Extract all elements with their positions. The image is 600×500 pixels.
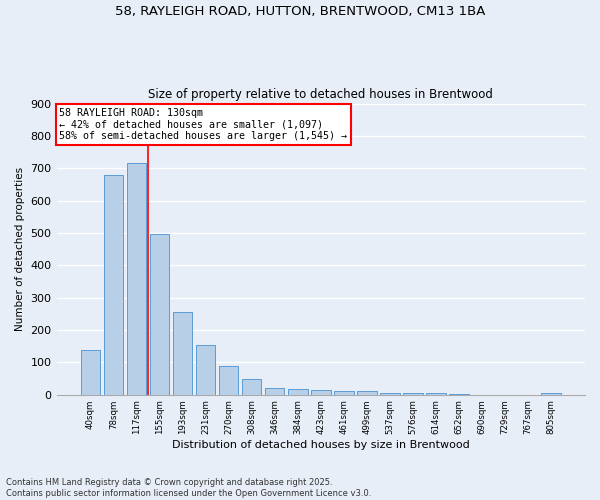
Bar — [80, 350, 100, 395]
Bar — [104, 176, 123, 394]
Bar — [196, 344, 215, 395]
Bar — [288, 389, 308, 394]
X-axis label: Distribution of detached houses by size in Brentwood: Distribution of detached houses by size … — [172, 440, 470, 450]
Text: 58 RAYLEIGH ROAD: 130sqm
← 42% of detached houses are smaller (1,097)
58% of sem: 58 RAYLEIGH ROAD: 130sqm ← 42% of detach… — [59, 108, 347, 141]
Bar — [173, 312, 193, 394]
Bar — [149, 234, 169, 394]
Bar — [357, 392, 377, 394]
Bar — [380, 393, 400, 394]
Bar — [403, 393, 423, 394]
Bar — [541, 393, 561, 394]
Bar — [219, 366, 238, 394]
Bar — [242, 378, 262, 394]
Bar — [127, 163, 146, 394]
Bar — [426, 393, 446, 394]
Text: 58, RAYLEIGH ROAD, HUTTON, BRENTWOOD, CM13 1BA: 58, RAYLEIGH ROAD, HUTTON, BRENTWOOD, CM… — [115, 5, 485, 18]
Text: Contains HM Land Registry data © Crown copyright and database right 2025.
Contai: Contains HM Land Registry data © Crown c… — [6, 478, 371, 498]
Title: Size of property relative to detached houses in Brentwood: Size of property relative to detached ho… — [148, 88, 493, 101]
Bar — [265, 388, 284, 394]
Y-axis label: Number of detached properties: Number of detached properties — [15, 167, 25, 331]
Bar — [311, 390, 331, 394]
Bar — [334, 392, 353, 394]
